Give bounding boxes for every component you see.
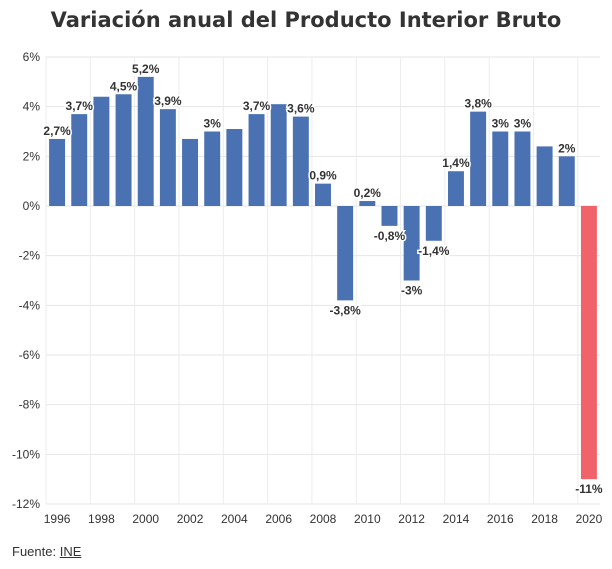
y-tick-label: 2% [23, 149, 41, 163]
data-label-2008: 0,9% [309, 169, 337, 183]
bar-2018 [536, 146, 553, 206]
bar-1997 [71, 114, 88, 206]
x-axis-ticks: 1996 1998 2000 2002 2004 2006 2008 2010 2012 2014… [44, 512, 603, 526]
x-tick-label: 2004 [221, 512, 248, 526]
bar-1998 [93, 96, 110, 206]
data-label-2019: 2% [558, 141, 576, 155]
bar-2017 [514, 131, 531, 206]
data-label-2016: 3% [492, 117, 510, 131]
y-tick-label: -2% [19, 249, 41, 263]
data-label-2003: 3% [204, 117, 222, 131]
data-label-2009: -3,8% [329, 303, 361, 317]
source-prefix: Fuente: [12, 544, 60, 559]
data-label-2011: -0,8% [374, 229, 406, 243]
bar-2008 [315, 183, 331, 206]
y-tick-label: -4% [19, 298, 41, 312]
bar-2000 [137, 76, 154, 206]
x-tick-label: 2012 [398, 512, 425, 526]
x-tick-label: 2002 [177, 512, 204, 526]
bar-2011 [381, 206, 398, 226]
bar-1999 [115, 94, 132, 206]
data-label-2007: 3,6% [287, 102, 315, 116]
bars [49, 76, 597, 480]
data-label-1999: 4,5% [110, 79, 138, 93]
y-tick-label: 6% [23, 50, 41, 64]
data-label-2017: 3% [514, 117, 532, 131]
source-link[interactable]: INE [59, 544, 82, 559]
bar-1996 [49, 138, 66, 206]
data-label-2014: 1,4% [442, 156, 470, 170]
y-tick-label: -6% [19, 348, 41, 362]
bar-2007 [292, 116, 309, 206]
bar-2010 [359, 201, 376, 206]
data-label-1997: 3,7% [66, 99, 94, 113]
data-labels: 2,7% 3,7% 4,5% 5,2% 3,9% 3% 3,7% 3,6% 0,9% -3,8% 0… [42, 60, 605, 497]
x-tick-label: 2006 [265, 512, 292, 526]
bar-2002 [182, 138, 199, 206]
bar-2006 [270, 104, 287, 206]
data-label-2010: 0,2% [354, 186, 382, 200]
data-label-2001: 3,9% [154, 94, 182, 108]
x-tick-label: 2010 [354, 512, 381, 526]
x-tick-label: 2008 [310, 512, 337, 526]
y-tick-label: -10% [12, 447, 40, 461]
x-tick-label: 2000 [132, 512, 159, 526]
data-label-1996: 2,7% [43, 124, 71, 138]
x-tick-label: 2018 [531, 512, 558, 526]
data-label-2012: -3% [401, 284, 423, 298]
bar-2020 [580, 206, 597, 480]
bar-2005 [248, 114, 265, 206]
bar-2004 [226, 129, 243, 206]
x-tick-label: 2014 [443, 512, 470, 526]
x-tick-label: 1996 [44, 512, 71, 526]
bar-2013 [425, 206, 442, 241]
x-tick-label: 2020 [576, 512, 603, 526]
bar-2012 [403, 206, 420, 281]
data-label-2015: 3,8% [464, 97, 492, 111]
chart-title: Variación anual del Producto Interior Br… [50, 8, 562, 32]
bar-2016 [492, 131, 509, 206]
y-axis-ticks: 6% 4% 2% 0% -2% -4% -6% -8% -10% -12% [12, 50, 40, 511]
x-tick-label: 1998 [88, 512, 115, 526]
source-footer: Fuente: INE [12, 544, 81, 559]
y-tick-label: 0% [23, 199, 41, 213]
data-label-2000: 5,2% [132, 62, 160, 76]
y-tick-label: 4% [23, 100, 41, 114]
bar-2019 [558, 156, 575, 206]
bar-2015 [470, 111, 487, 206]
bar-2003 [204, 131, 221, 206]
x-tick-label: 2016 [487, 512, 514, 526]
y-tick-label: -12% [12, 497, 40, 511]
data-label-2020: -11% [575, 482, 603, 496]
bar-2014 [447, 171, 464, 206]
bar-2009 [337, 206, 354, 301]
data-label-2005: 3,7% [243, 99, 271, 113]
bar-2001 [159, 109, 176, 206]
data-label-2013: -1,4% [418, 244, 450, 258]
y-tick-label: -8% [19, 398, 41, 412]
